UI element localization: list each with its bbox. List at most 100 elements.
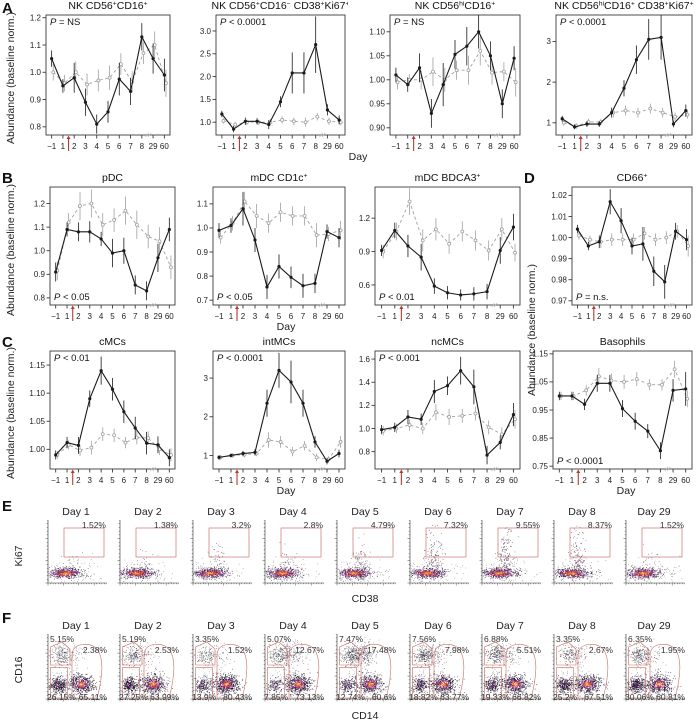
- svg-text:−1: −1: [558, 142, 568, 151]
- svg-text:1.2: 1.2: [34, 199, 46, 208]
- svg-text:3: 3: [429, 142, 434, 151]
- svg-text:29: 29: [496, 476, 505, 485]
- svg-text:3: 3: [419, 476, 424, 485]
- svg-text:6: 6: [289, 312, 294, 321]
- flow-plot-day-title: Day 3: [207, 620, 235, 632]
- svg-text:60: 60: [160, 142, 169, 151]
- svg-text:P < 0.001: P < 0.001: [379, 353, 420, 364]
- quadrant-percentage-lower-left: 13.9%: [192, 692, 217, 702]
- svg-text:NK CD56hiCD16+: NK CD56hiCD16+: [415, 0, 496, 12]
- flow-plot: 1.52%: [623, 520, 685, 588]
- svg-text:P < 0.0001: P < 0.0001: [557, 456, 603, 467]
- quadrant-percentage-upper-right: 7.98%: [444, 645, 469, 655]
- svg-text:3: 3: [88, 312, 93, 321]
- svg-text:P = NS: P = NS: [50, 17, 80, 28]
- svg-text:4: 4: [99, 476, 104, 485]
- svg-text:1.00: 1.00: [551, 233, 567, 242]
- svg-text:29: 29: [669, 476, 678, 485]
- svg-text:1.2: 1.2: [30, 14, 42, 23]
- svg-text:29: 29: [323, 142, 332, 151]
- quadrant-percentage-upper-left: 7.56%: [412, 634, 437, 644]
- flow-plot-day-title: Day 29: [637, 620, 671, 632]
- svg-text:0.85: 0.85: [532, 434, 548, 443]
- quadrant-percentage-lower-left: 30.06%: [625, 692, 654, 702]
- gate-percentage: 9.55%: [515, 520, 540, 530]
- svg-text:6: 6: [458, 312, 463, 321]
- flow-plot: 5.19% 2.53% 27.25% 63.99%: [117, 634, 179, 704]
- flow-scatter-canvas: [407, 634, 469, 704]
- svg-text:8: 8: [659, 142, 664, 151]
- svg-text:60: 60: [335, 142, 344, 151]
- gate-percentage: 4.79%: [370, 520, 395, 530]
- x-axis-label-panel-e: CD38: [351, 593, 379, 605]
- svg-text:6: 6: [289, 476, 294, 485]
- svg-text:0.9: 0.9: [197, 248, 209, 257]
- svg-text:−1: −1: [377, 312, 387, 321]
- svg-text:2: 2: [76, 312, 81, 321]
- svg-text:8: 8: [658, 476, 663, 485]
- svg-text:pDC: pDC: [102, 172, 123, 184]
- quadrant-percentage-lower-left: 26.15%: [47, 692, 76, 702]
- svg-text:2: 2: [585, 142, 590, 151]
- svg-text:7: 7: [472, 476, 477, 485]
- flow-plot-day-title: Day 2: [134, 620, 162, 632]
- quadrant-percentage-upper-right: 12.67%: [295, 645, 324, 655]
- svg-text:1: 1: [61, 142, 66, 151]
- svg-text:3: 3: [255, 142, 260, 151]
- svg-text:−1: −1: [391, 142, 401, 151]
- line-chart-pdc: pDC 0.8 0.9 1.0 1.1 1.2 −1 1 2 3 4 5 6 7 8 29 60 P < 0.05: [23, 172, 178, 329]
- svg-text:−1: −1: [214, 476, 224, 485]
- svg-text:29: 29: [149, 142, 158, 151]
- svg-text:4: 4: [432, 312, 437, 321]
- line-chart-mdc-bdca3: mDC BDCA3+ 0.6 0.9 1.2 −1 1 2 3 4 5 6 7 8 29 60 P < 0.0…: [348, 172, 523, 329]
- flow-plot-day-title: Day 4: [279, 620, 307, 632]
- svg-text:60: 60: [165, 312, 174, 321]
- quadrant-percentage-lower-right: 63.99%: [150, 692, 179, 702]
- svg-text:2: 2: [417, 142, 422, 151]
- quadrant-percentage-lower-right: 80.43%: [223, 692, 252, 702]
- svg-text:−1: −1: [377, 476, 387, 485]
- svg-text:2: 2: [204, 413, 209, 422]
- svg-text:1: 1: [393, 476, 398, 485]
- svg-text:1.0: 1.0: [359, 424, 371, 433]
- flow-plot: 1.38%: [117, 520, 179, 588]
- svg-text:60: 60: [682, 312, 691, 321]
- svg-text:0.99: 0.99: [551, 254, 567, 263]
- svg-text:60: 60: [165, 476, 174, 485]
- svg-text:P < 0.05: P < 0.05: [54, 292, 90, 303]
- svg-text:6: 6: [465, 142, 470, 151]
- svg-text:5: 5: [277, 312, 282, 321]
- panel-label-f: F: [2, 610, 12, 627]
- x-axis-label-row-a: Day: [348, 151, 368, 163]
- flow-plot: 2.8%: [262, 520, 324, 588]
- svg-text:mDC CD1c+: mDC CD1c+: [250, 172, 307, 184]
- gate-percentage: 8.37%: [587, 520, 612, 530]
- svg-text:P < 0.01: P < 0.01: [379, 292, 415, 303]
- svg-text:5: 5: [445, 312, 450, 321]
- svg-text:1.10: 1.10: [369, 28, 385, 37]
- svg-text:6: 6: [290, 142, 295, 151]
- flow-scatter-canvas: [334, 520, 396, 588]
- gate-percentage: 7.32%: [443, 520, 468, 530]
- flow-scatter-canvas: [479, 634, 541, 704]
- svg-text:1: 1: [65, 476, 70, 485]
- svg-text:4: 4: [619, 312, 624, 321]
- quadrant-percentage-upper-left: 6.35%: [628, 634, 653, 644]
- svg-text:0.8: 0.8: [34, 294, 46, 303]
- svg-text:1.2: 1.2: [359, 401, 371, 410]
- quadrant-percentage-lower-right: 66.82%: [512, 692, 541, 702]
- svg-text:1.0: 1.0: [34, 247, 46, 256]
- flow-plot-day-title: Day 4: [279, 506, 307, 518]
- svg-text:1.0: 1.0: [30, 68, 42, 77]
- svg-text:3: 3: [253, 312, 258, 321]
- quadrant-percentage-upper-left: 6.88%: [484, 634, 509, 644]
- gate-percentage: 1.38%: [153, 520, 178, 530]
- svg-text:1.4: 1.4: [359, 378, 371, 387]
- svg-text:4: 4: [432, 476, 437, 485]
- svg-text:1: 1: [406, 142, 411, 151]
- svg-text:7: 7: [128, 142, 133, 151]
- svg-text:1: 1: [229, 312, 234, 321]
- svg-text:5: 5: [445, 476, 450, 485]
- flow-plot: 3.35% 2.67% 25.2% 67.51%: [551, 634, 613, 704]
- svg-text:8: 8: [313, 312, 318, 321]
